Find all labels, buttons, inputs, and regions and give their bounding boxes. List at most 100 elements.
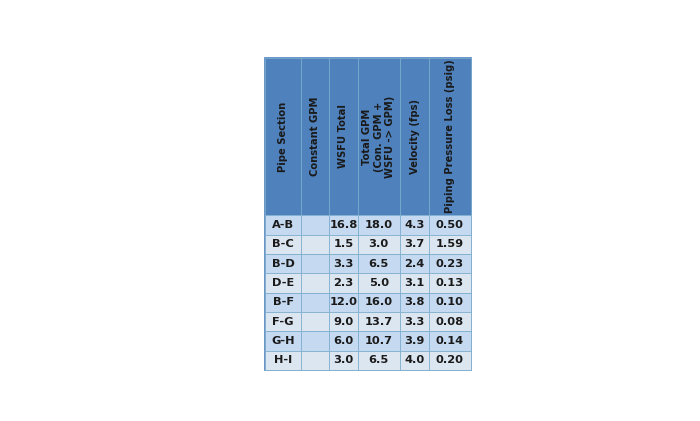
- Bar: [358, 58, 400, 215]
- Bar: [329, 312, 358, 331]
- Text: 6.0: 6.0: [333, 336, 354, 346]
- Bar: [430, 351, 470, 370]
- Bar: [400, 293, 430, 312]
- Bar: [265, 312, 301, 331]
- Text: 3.1: 3.1: [405, 278, 425, 288]
- Bar: [358, 234, 400, 254]
- Text: 0.10: 0.10: [436, 297, 464, 307]
- Bar: [400, 331, 430, 351]
- Text: 3.3: 3.3: [405, 317, 425, 327]
- Bar: [358, 351, 400, 370]
- Text: 0.08: 0.08: [436, 317, 464, 327]
- Bar: [430, 293, 470, 312]
- Text: A-B: A-B: [272, 220, 294, 230]
- Bar: [265, 331, 301, 351]
- Bar: [400, 254, 430, 273]
- Text: 3.3: 3.3: [333, 258, 354, 269]
- Text: 3.0: 3.0: [333, 355, 354, 365]
- Text: 18.0: 18.0: [365, 220, 393, 230]
- Text: 16.8: 16.8: [330, 220, 358, 230]
- Bar: [430, 312, 470, 331]
- Text: B-F: B-F: [272, 297, 294, 307]
- Bar: [400, 351, 430, 370]
- Text: 3.9: 3.9: [405, 336, 425, 346]
- Bar: [265, 234, 301, 254]
- Text: 0.23: 0.23: [436, 258, 464, 269]
- Bar: [265, 351, 301, 370]
- Text: H-I: H-I: [274, 355, 292, 365]
- Bar: [400, 215, 430, 234]
- Text: B-D: B-D: [272, 258, 295, 269]
- Bar: [329, 254, 358, 273]
- Text: WSFU Total: WSFU Total: [339, 104, 349, 168]
- Text: 5.0: 5.0: [369, 278, 389, 288]
- Bar: [400, 234, 430, 254]
- Text: 2.3: 2.3: [333, 278, 354, 288]
- Text: 0.13: 0.13: [436, 278, 464, 288]
- Bar: [265, 215, 301, 234]
- Text: 6.5: 6.5: [369, 258, 389, 269]
- Bar: [265, 273, 301, 293]
- Text: 6.5: 6.5: [369, 355, 389, 365]
- Text: 12.0: 12.0: [330, 297, 358, 307]
- Text: 10.7: 10.7: [365, 336, 393, 346]
- Text: B-C: B-C: [272, 239, 294, 249]
- Bar: [265, 58, 301, 215]
- Bar: [329, 273, 358, 293]
- Bar: [400, 273, 430, 293]
- Text: 0.14: 0.14: [436, 336, 464, 346]
- Text: 9.0: 9.0: [333, 317, 354, 327]
- Bar: [301, 215, 329, 234]
- Bar: [358, 254, 400, 273]
- Bar: [400, 58, 430, 215]
- Bar: [301, 351, 329, 370]
- Bar: [329, 293, 358, 312]
- Text: 3.7: 3.7: [405, 239, 425, 249]
- Bar: [301, 293, 329, 312]
- Text: 16.0: 16.0: [365, 297, 393, 307]
- Text: F-G: F-G: [272, 317, 294, 327]
- Bar: [265, 58, 470, 370]
- Bar: [430, 234, 470, 254]
- Bar: [301, 331, 329, 351]
- Bar: [430, 215, 470, 234]
- Text: 2.4: 2.4: [405, 258, 425, 269]
- Bar: [430, 254, 470, 273]
- Text: 3.8: 3.8: [405, 297, 425, 307]
- Bar: [301, 312, 329, 331]
- Text: Piping Pressure Loss (psig): Piping Pressure Loss (psig): [445, 60, 455, 213]
- Text: 0.20: 0.20: [436, 355, 464, 365]
- Bar: [358, 215, 400, 234]
- Text: Constant GPM: Constant GPM: [310, 97, 320, 176]
- Bar: [329, 215, 358, 234]
- Bar: [329, 58, 358, 215]
- Text: 4.3: 4.3: [405, 220, 425, 230]
- Text: Velocity (fps): Velocity (fps): [410, 99, 420, 174]
- Bar: [358, 293, 400, 312]
- Bar: [358, 331, 400, 351]
- Bar: [301, 58, 329, 215]
- Bar: [301, 254, 329, 273]
- Bar: [329, 331, 358, 351]
- Bar: [265, 254, 301, 273]
- Bar: [301, 234, 329, 254]
- Bar: [329, 234, 358, 254]
- Bar: [358, 312, 400, 331]
- Bar: [430, 273, 470, 293]
- Text: 1.59: 1.59: [436, 239, 464, 249]
- Text: D-E: D-E: [272, 278, 294, 288]
- Bar: [265, 293, 301, 312]
- Text: 0.50: 0.50: [436, 220, 464, 230]
- Text: 1.5: 1.5: [333, 239, 354, 249]
- Text: 13.7: 13.7: [365, 317, 393, 327]
- Bar: [329, 351, 358, 370]
- Bar: [430, 331, 470, 351]
- Bar: [430, 58, 470, 215]
- Text: Pipe Section: Pipe Section: [278, 101, 288, 172]
- Text: 4.0: 4.0: [405, 355, 425, 365]
- Text: G-H: G-H: [272, 336, 295, 346]
- Bar: [301, 273, 329, 293]
- Bar: [358, 273, 400, 293]
- Bar: [400, 312, 430, 331]
- Text: Total GPM
(Con. GPM +
WSFU -> GPM): Total GPM (Con. GPM + WSFU -> GPM): [362, 95, 396, 178]
